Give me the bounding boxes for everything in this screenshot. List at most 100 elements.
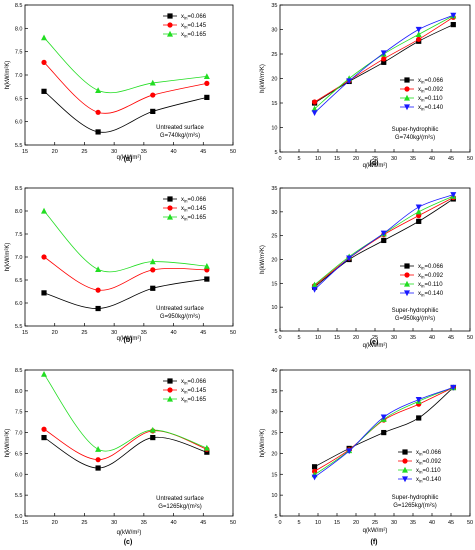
data-point <box>203 73 210 79</box>
surface-annotation: G=950kg/(m²s) <box>395 316 435 322</box>
legend-label: xin=0.145 <box>181 388 207 395</box>
x-tick-label: 10 <box>315 520 321 526</box>
y-tick-label: 25 <box>271 431 277 437</box>
x-tick-label: 50 <box>467 335 473 341</box>
x-tick-label: 50 <box>230 149 236 155</box>
surface-annotation: G=1265kg/(m²s) <box>393 503 437 509</box>
y-tick-label: 10 <box>271 126 277 132</box>
legend-marker <box>404 94 410 101</box>
legend-marker <box>404 86 410 92</box>
x-axis-title: q(kW/m²) <box>363 343 388 349</box>
y-tick-label: 7.5 <box>15 410 23 416</box>
y-tick-label: 6.5 <box>15 278 23 284</box>
legend-label: xin=0.110 <box>418 282 443 289</box>
data-point <box>380 414 387 421</box>
x-tick-label: 25 <box>372 520 378 526</box>
data-point <box>150 108 156 114</box>
legend-marker <box>167 387 173 393</box>
legend-label: xin=0.140 <box>418 291 444 298</box>
surface-annotation: G=740kg/(m²s) <box>160 133 200 139</box>
y-tick-label: 5.5 <box>15 143 23 149</box>
legend-marker <box>404 290 410 297</box>
y-tick-label: 20 <box>271 77 277 83</box>
legend: xin=0.066 xin=0.092 xin=0.110 xin=0.140 <box>400 77 444 112</box>
legend: xin=0.066 xin=0.145 xin=0.165 <box>163 13 207 39</box>
legend-label: xin=0.110 <box>418 96 443 103</box>
x-tick-label: 50 <box>467 156 473 162</box>
x-tick-label: 45 <box>448 335 454 341</box>
legend-marker <box>167 13 173 19</box>
y-axis-title: h(kW/m²K) <box>5 429 11 458</box>
x-tick-label: 10 <box>315 335 321 341</box>
data-point <box>450 22 456 28</box>
x-tick-label: 35 <box>141 330 147 336</box>
data-point <box>415 397 422 403</box>
x-tick-label: 15 <box>334 335 340 341</box>
y-tick-label: 7.5 <box>15 232 23 238</box>
data-point <box>450 12 457 19</box>
legend-marker <box>402 476 408 483</box>
legend-marker <box>167 22 173 28</box>
legend-marker <box>404 104 410 111</box>
panel-label: (d) <box>370 160 379 167</box>
data-point <box>311 105 318 112</box>
series-line <box>43 373 207 452</box>
data-point <box>415 26 422 33</box>
data-point <box>415 204 422 211</box>
legend-label: xin=0.066 <box>181 197 207 204</box>
y-tick-label: 6.0 <box>15 472 23 478</box>
y-tick-label: 7.5 <box>15 50 23 56</box>
x-tick-label: 20 <box>353 156 359 162</box>
x-tick-label: 30 <box>111 330 117 336</box>
series-line <box>43 256 207 291</box>
y-tick-label: 15 <box>271 281 277 287</box>
x-tick-label: 30 <box>111 149 117 155</box>
x-tick-label: 20 <box>52 520 58 526</box>
x-tick-label: 45 <box>200 330 206 336</box>
data-point <box>415 208 422 215</box>
y-tick-label: 5.5 <box>15 493 23 499</box>
data-point <box>450 384 457 391</box>
data-point <box>311 99 318 105</box>
legend: xin=0.066 xin=0.145 xin=0.165 <box>163 378 207 404</box>
x-tick-label: 35 <box>141 520 147 526</box>
x-tick-label: 50 <box>230 520 236 526</box>
legend-label: xin=0.110 <box>416 468 441 475</box>
data-point <box>311 110 318 116</box>
surface-annotation: Untreated surface <box>156 125 204 131</box>
surface-annotation: Super-hydrophilic <box>392 308 439 314</box>
chart-panel: 15 20 25 30 35 40 45 50 5.5 6.0 6.5 7.0 7.5 8.0 8.5 q(k… <box>5 3 236 163</box>
legend-marker <box>402 466 408 473</box>
x-tick-label: 40 <box>171 520 177 526</box>
x-tick-label: 15 <box>22 330 28 336</box>
y-tick-label: 25 <box>271 234 277 240</box>
x-tick-label: 5 <box>297 156 300 162</box>
x-tick-label: 40 <box>429 335 435 341</box>
y-tick-label: 40 <box>271 368 277 374</box>
x-tick-label: 30 <box>391 156 397 162</box>
panel-label: (f) <box>371 539 378 546</box>
x-tick-label: 35 <box>410 520 416 526</box>
data-point <box>311 468 318 474</box>
data-point <box>95 129 101 135</box>
x-tick-label: 50 <box>467 520 473 526</box>
y-tick-label: 6.0 <box>15 120 23 126</box>
x-tick-label: 50 <box>230 330 236 336</box>
data-point <box>41 34 48 41</box>
y-axis-title: h(kW/m²K) <box>260 429 266 458</box>
chart-panel: 0 5 10 15 20 25 30 35 40 45 505101520253035q(kW/m²… <box>260 186 473 349</box>
panel-label: (e) <box>370 339 379 346</box>
y-tick-label: 8.0 <box>15 209 23 215</box>
data-point <box>311 281 318 288</box>
legend-label: xin=0.092 <box>416 459 442 466</box>
data-point <box>416 36 422 42</box>
data-point <box>149 426 156 433</box>
legend-marker <box>167 30 173 37</box>
legend-marker <box>402 449 408 455</box>
y-axis-title: h(kW/m²K) <box>260 64 266 93</box>
data-point <box>149 79 156 86</box>
y-tick-label: 35 <box>271 3 277 9</box>
data-point <box>41 59 47 65</box>
legend: xin=0.066 xin=0.092 xin=0.110 xin=0.140 <box>398 449 442 484</box>
x-tick-label: 45 <box>200 520 206 526</box>
